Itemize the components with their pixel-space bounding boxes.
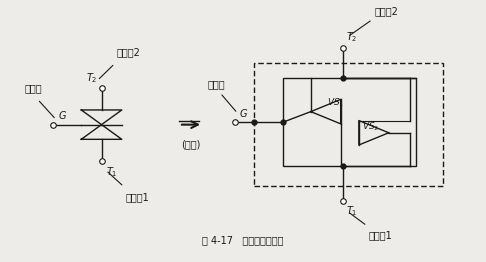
- Text: 主电极2: 主电极2: [374, 6, 398, 16]
- Text: 图 4-17   双向晶闸管原理: 图 4-17 双向晶闸管原理: [202, 236, 284, 245]
- Text: $G$: $G$: [239, 107, 248, 119]
- Text: $VS_2$: $VS_2$: [362, 120, 379, 133]
- Text: $T_1$: $T_1$: [106, 165, 118, 179]
- Text: $T_2$: $T_2$: [346, 31, 357, 44]
- Bar: [283, 78, 417, 166]
- Text: $VS_1$: $VS_1$: [327, 96, 344, 109]
- Text: $T_1$: $T_1$: [346, 204, 357, 218]
- Text: $G$: $G$: [58, 109, 67, 121]
- Text: $T_2$: $T_2$: [87, 71, 98, 85]
- Text: 主电极2: 主电极2: [117, 48, 140, 58]
- Text: 主电极1: 主电极1: [125, 192, 149, 202]
- Text: (等效): (等效): [181, 139, 200, 149]
- Text: 控制极: 控制极: [24, 83, 42, 93]
- Text: 主电极1: 主电极1: [369, 230, 393, 240]
- Bar: [254, 63, 443, 186]
- Text: 控制极: 控制极: [207, 79, 225, 89]
